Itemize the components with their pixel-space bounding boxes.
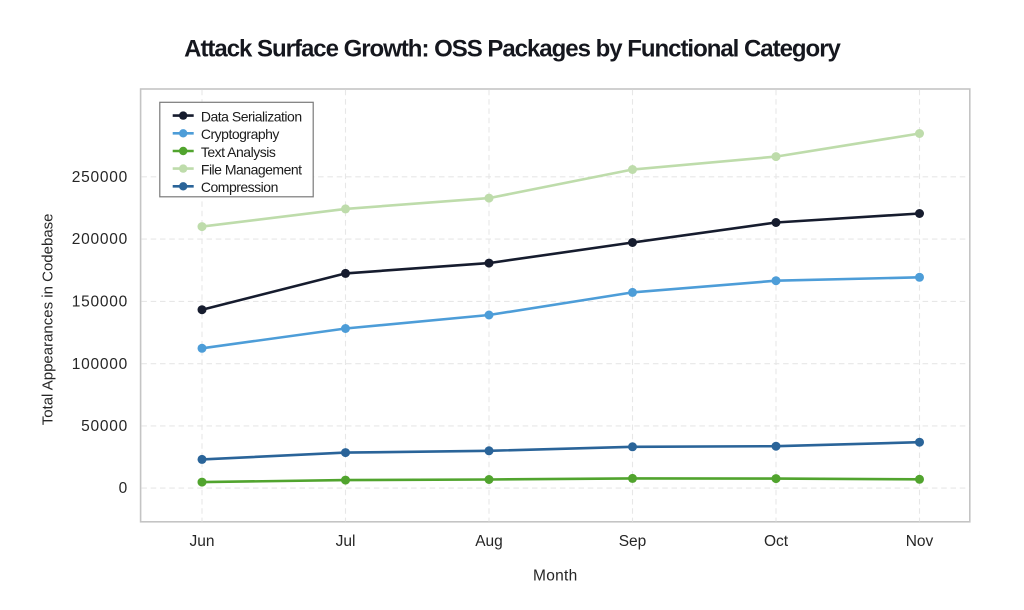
svg-text:Nov: Nov bbox=[906, 533, 934, 550]
svg-text:Compression: Compression bbox=[201, 179, 278, 195]
svg-text:File Management: File Management bbox=[201, 162, 302, 178]
svg-text:Jul: Jul bbox=[336, 533, 356, 550]
svg-text:Attack Surface Growth: OSS Pac: Attack Surface Growth: OSS Packages by F… bbox=[184, 35, 841, 62]
svg-text:250000: 250000 bbox=[72, 169, 128, 186]
svg-text:Oct: Oct bbox=[764, 533, 789, 550]
svg-text:Aug: Aug bbox=[475, 533, 503, 550]
svg-text:Data Serialization: Data Serialization bbox=[201, 109, 302, 125]
svg-text:Text Analysis: Text Analysis bbox=[201, 144, 276, 160]
svg-text:50000: 50000 bbox=[81, 418, 128, 435]
svg-text:Sep: Sep bbox=[619, 533, 647, 550]
svg-text:0: 0 bbox=[119, 480, 128, 497]
svg-text:Total Appearances in Codebase: Total Appearances in Codebase bbox=[40, 213, 57, 425]
svg-text:Month: Month bbox=[533, 567, 578, 584]
svg-text:200000: 200000 bbox=[72, 231, 128, 248]
svg-text:150000: 150000 bbox=[72, 294, 128, 311]
svg-text:Cryptography: Cryptography bbox=[201, 126, 280, 142]
svg-text:100000: 100000 bbox=[72, 356, 128, 373]
svg-text:Jun: Jun bbox=[190, 533, 215, 550]
